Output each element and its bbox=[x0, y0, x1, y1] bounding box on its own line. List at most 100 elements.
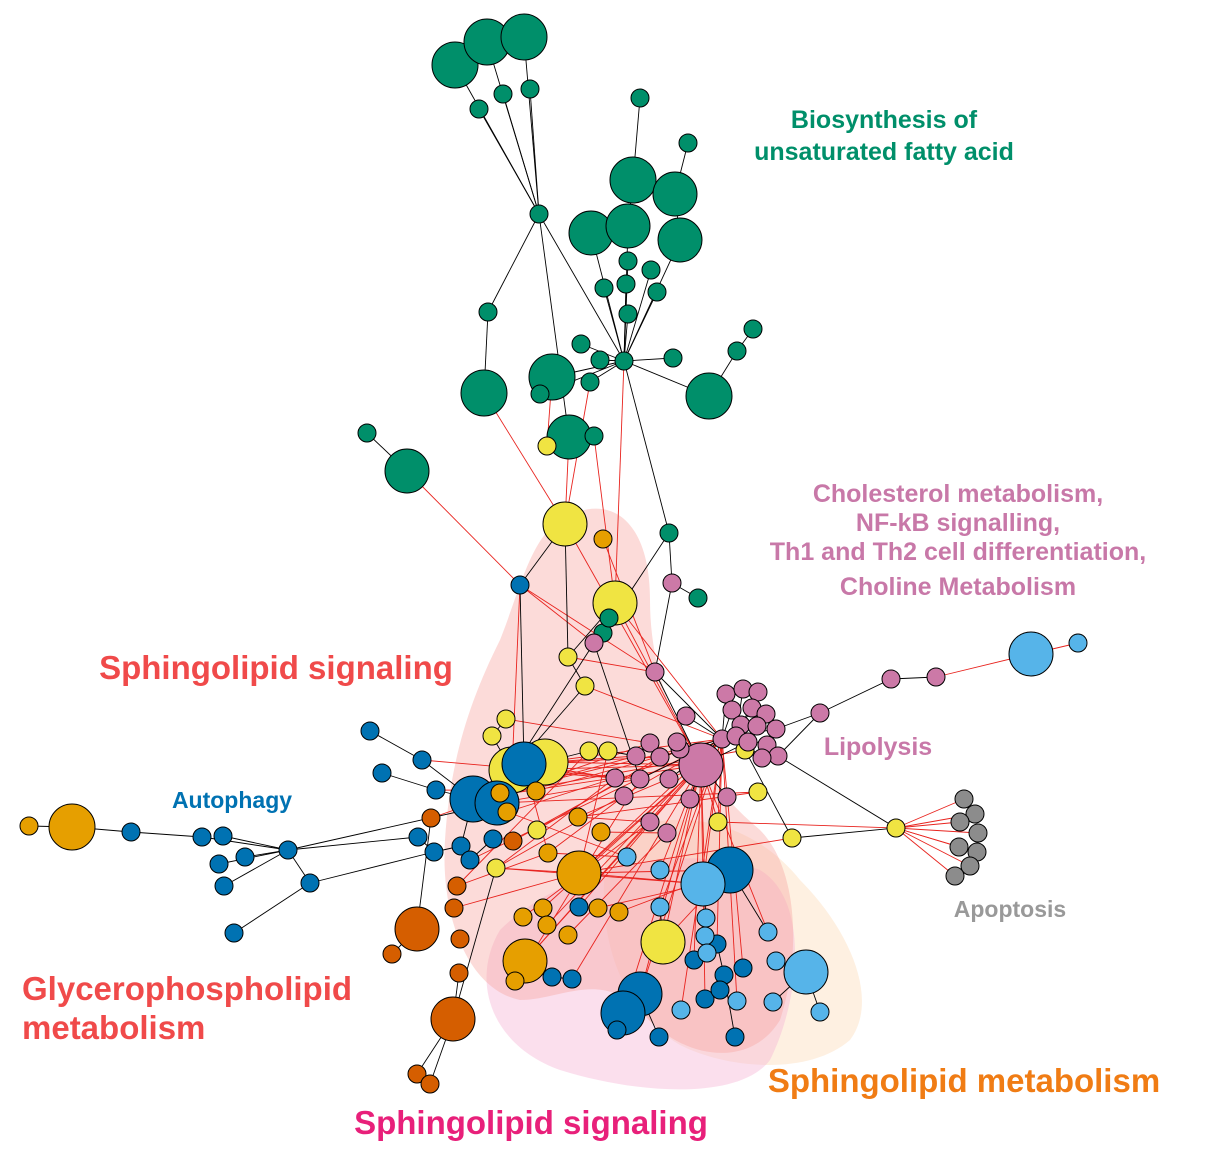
node-g20 bbox=[618, 304, 638, 324]
node-g15 bbox=[618, 251, 638, 271]
node-v4 bbox=[444, 898, 464, 918]
node-p31 bbox=[657, 823, 677, 843]
edge-b1-b8 bbox=[519, 584, 525, 765]
node-b14 bbox=[209, 854, 229, 874]
node-y18 bbox=[486, 858, 506, 878]
node-k8 bbox=[945, 866, 965, 886]
node-b28 bbox=[695, 989, 715, 1009]
label-sphingolipid-signaling-top: Sphingolipid signaling bbox=[99, 649, 453, 686]
node-y16 bbox=[708, 812, 728, 832]
label-lipolysis: Lipolysis bbox=[824, 733, 932, 761]
edge-o14-p31 bbox=[567, 832, 668, 936]
node-p24 bbox=[630, 769, 650, 789]
edge-y2-p23 bbox=[564, 523, 702, 766]
node-b1 bbox=[510, 575, 530, 595]
node-g6 bbox=[520, 79, 540, 99]
edge-g22-g37 bbox=[623, 360, 670, 534]
node-b16 bbox=[300, 873, 320, 893]
node-s3 bbox=[617, 847, 637, 867]
edge-b11-b12 bbox=[222, 835, 289, 851]
node-k5 bbox=[949, 837, 969, 857]
node-b17 bbox=[224, 923, 244, 943]
node-y11 bbox=[598, 741, 618, 761]
node-p28 bbox=[680, 789, 700, 809]
node-p10 bbox=[676, 706, 696, 726]
edge-p32-p33 bbox=[819, 678, 892, 714]
node-o1 bbox=[593, 529, 613, 549]
edge-o17-p25 bbox=[506, 777, 616, 813]
node-p29 bbox=[717, 787, 737, 807]
nodes bbox=[19, 13, 1088, 1094]
node-k2 bbox=[965, 804, 985, 824]
node-o6 bbox=[591, 822, 611, 842]
edge-y4-p3 bbox=[567, 656, 656, 673]
edge-g36-b1 bbox=[406, 470, 521, 586]
node-g36 bbox=[384, 448, 430, 494]
node-p17 bbox=[768, 746, 788, 766]
node-g10 bbox=[609, 156, 657, 204]
edge-g6-g7 bbox=[529, 88, 540, 215]
node-v2 bbox=[503, 831, 523, 851]
node-g12 bbox=[568, 210, 614, 256]
edge-b15-b12 bbox=[223, 849, 289, 887]
node-b33 bbox=[562, 969, 582, 989]
node-b23 bbox=[569, 897, 589, 917]
edge-y9-p23 bbox=[544, 761, 702, 766]
node-g7 bbox=[529, 204, 549, 224]
node-s9 bbox=[758, 922, 778, 942]
node-s8 bbox=[650, 897, 670, 917]
edge-g7-g21 bbox=[487, 213, 540, 313]
node-b35 bbox=[725, 1027, 745, 1047]
node-s16 bbox=[671, 1000, 691, 1020]
node-g4 bbox=[469, 99, 489, 119]
edge-y15-p17 bbox=[777, 755, 897, 829]
node-o13 bbox=[609, 902, 629, 922]
node-s4 bbox=[650, 860, 670, 880]
node-b18 bbox=[408, 827, 428, 847]
node-p32 bbox=[810, 703, 830, 723]
node-g3 bbox=[500, 13, 548, 61]
edge-g7-g33 bbox=[538, 213, 570, 438]
node-y2 bbox=[542, 501, 588, 547]
node-v3 bbox=[447, 876, 467, 896]
node-k4 bbox=[968, 823, 988, 843]
node-o17 bbox=[497, 802, 517, 822]
node-g32 bbox=[727, 341, 747, 361]
node-b11 bbox=[213, 826, 233, 846]
node-b20 bbox=[451, 836, 471, 856]
node-b2 bbox=[360, 721, 380, 741]
node-s15 bbox=[810, 1002, 830, 1022]
edge-y15-k3 bbox=[895, 821, 961, 829]
node-v7 bbox=[382, 944, 402, 964]
node-o8 bbox=[556, 850, 602, 896]
label-glycerophospholipid-line1: Glycerophospholipid bbox=[22, 970, 352, 1007]
node-g27 bbox=[460, 369, 508, 417]
edge-g7-g22 bbox=[538, 213, 625, 362]
node-s14 bbox=[763, 992, 783, 1012]
node-s1 bbox=[1008, 631, 1054, 677]
node-g35 bbox=[357, 423, 377, 443]
edge-g5-g7 bbox=[502, 93, 540, 215]
node-b5 bbox=[426, 780, 446, 800]
node-o7 bbox=[538, 843, 558, 863]
node-b19 bbox=[424, 842, 444, 862]
node-p19 bbox=[640, 733, 660, 753]
node-b12 bbox=[278, 840, 298, 860]
node-g29 bbox=[663, 348, 683, 368]
node-p12 bbox=[747, 716, 767, 736]
edge-g4-g7 bbox=[478, 108, 540, 215]
edge-p3-p14 bbox=[654, 671, 723, 740]
node-s5 bbox=[680, 861, 726, 907]
label-cholesterol-line1: Cholesterol metabolism, bbox=[813, 480, 1103, 508]
node-b32 bbox=[542, 967, 562, 987]
label-biosynthesis-line2: unsaturated fatty acid bbox=[754, 138, 1014, 166]
node-b36 bbox=[607, 1020, 627, 1040]
node-g19 bbox=[647, 282, 667, 302]
node-y19 bbox=[640, 919, 686, 965]
label-apoptosis: Apoptosis bbox=[954, 896, 1066, 922]
node-y14 bbox=[782, 828, 802, 848]
node-y5 bbox=[575, 676, 595, 696]
node-b13 bbox=[235, 847, 255, 867]
node-y10 bbox=[579, 741, 599, 761]
